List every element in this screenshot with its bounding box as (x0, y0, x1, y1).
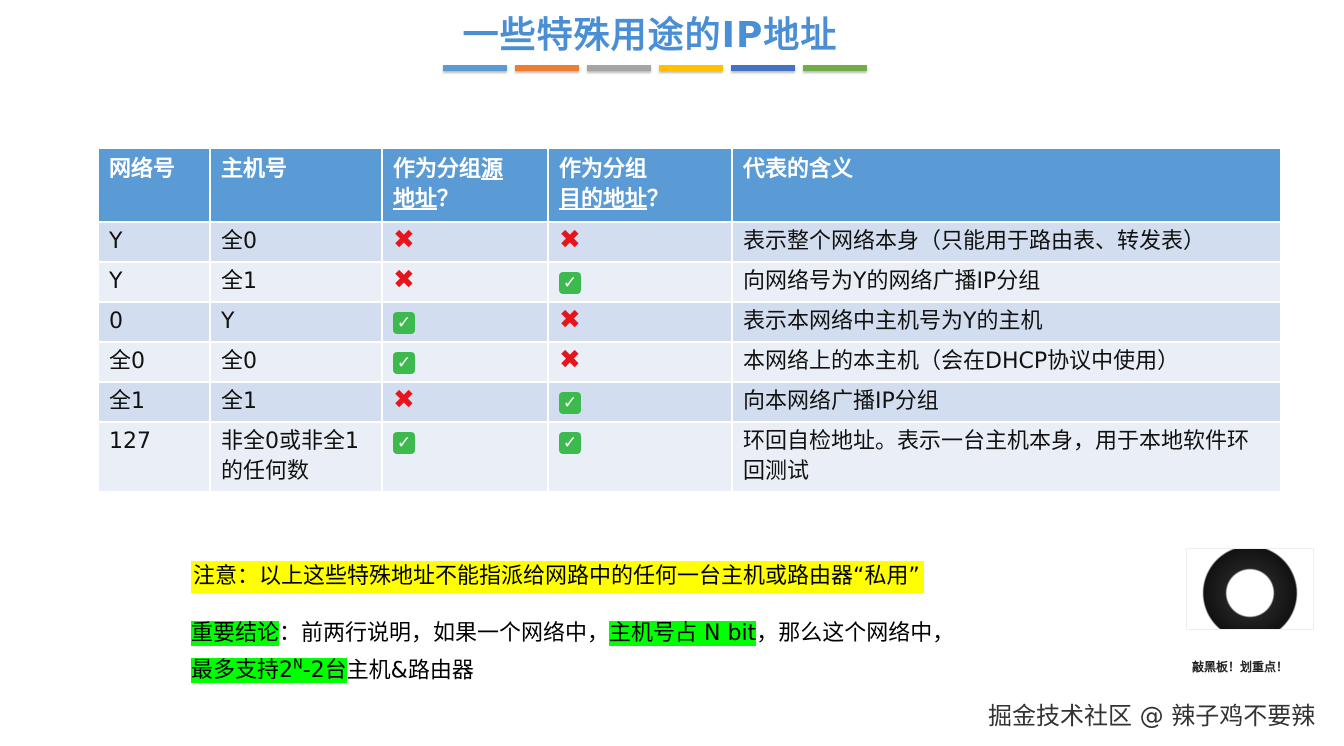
cell-host: 全1 (209, 261, 383, 303)
cell-host: 全0 (209, 341, 383, 383)
watermark: 掘金技术社区 @ 辣子鸡不要辣 (988, 702, 1316, 730)
cross-icon: ✖ (559, 225, 581, 255)
cross-icon: ✖ (393, 385, 415, 415)
accent-bar (515, 65, 579, 71)
header-src: 作为分组源 地址？ (381, 147, 549, 223)
cell-src: ✖ (381, 381, 549, 423)
table-row: Y 全0 ✖ ✖ 表示整个网络本身（只能用于路由表、转发表） (97, 221, 1282, 263)
cell-meaning: 向本网络广播IP分组 (731, 381, 1282, 423)
cell-meaning: 环回自检地址。表示一台主机本身，用于本地软件环回测试 (731, 421, 1282, 493)
accent-bar (659, 65, 723, 71)
cell-src: ✖ (381, 261, 549, 303)
cross-icon: ✖ (559, 305, 581, 335)
check-icon: ✓ (559, 272, 581, 294)
cell-dst: ✓ (547, 261, 733, 303)
table-row: 全1 全1 ✖ ✓ 向本网络广播IP分组 (97, 381, 1282, 423)
cell-meaning: 表示整个网络本身（只能用于路由表、转发表） (731, 221, 1282, 263)
meme-caption: 敲黑板！划重点！ (1192, 660, 1289, 674)
check-icon: ✓ (559, 392, 581, 414)
accent-bar (443, 65, 507, 71)
cell-net: Y (97, 221, 211, 263)
accent-bars (443, 65, 867, 71)
conclusion-text: 重要结论：前两行说明，如果一个网络中，主机号占 N bit，那么这个网络中， 最… (191, 621, 955, 684)
note-text: 注意：以上这些特殊地址不能指派给网路中的任何一台主机或路由器“私用” (191, 561, 924, 593)
special-ip-table: 网络号 主机号 作为分组源 地址？ 作为分组 目的地址？ 代表的含义 Y 全0 ✖ … (97, 147, 1282, 493)
table-row: Y 全1 ✖ ✓ 向网络号为Y的网络广播IP分组 (97, 261, 1282, 303)
cell-net: 0 (97, 301, 211, 343)
cell-host: Y (209, 301, 383, 343)
cell-net: 全1 (97, 381, 211, 423)
panda-meme-image (1186, 548, 1314, 630)
cell-net: 全0 (97, 341, 211, 383)
cross-icon: ✖ (393, 225, 415, 255)
check-icon: ✓ (393, 352, 415, 374)
check-icon: ✓ (393, 432, 415, 454)
check-icon: ✓ (559, 432, 581, 454)
cell-meaning: 本网络上的本主机（会在DHCP协议中使用） (731, 341, 1282, 383)
cell-src: ✖ (381, 221, 549, 263)
accent-bar (803, 65, 867, 71)
slide-title: 一些特殊用途的IP地址 (462, 15, 838, 56)
table-row: 全0 全0 ✓ ✖ 本网络上的本主机（会在DHCP协议中使用） (97, 341, 1282, 383)
header-host: 主机号 (209, 147, 383, 223)
table-row: 0 Y ✓ ✖ 表示本网络中主机号为Y的主机 (97, 301, 1282, 343)
cell-net: 127 (97, 421, 211, 493)
cell-host: 全0 (209, 221, 383, 263)
cell-dst: ✓ (547, 381, 733, 423)
cell-dst: ✖ (547, 221, 733, 263)
cell-meaning: 向网络号为Y的网络广播IP分组 (731, 261, 1282, 303)
cell-src: ✓ (381, 341, 549, 383)
check-icon: ✓ (393, 312, 415, 334)
accent-bar (587, 65, 651, 71)
cell-dst: ✖ (547, 341, 733, 383)
table-row: 127 非全0或非全1的任何数 ✓ ✓ 环回自检地址。表示一台主机本身，用于本地… (97, 421, 1282, 493)
header-meaning: 代表的含义 (731, 147, 1282, 223)
accent-bar (731, 65, 795, 71)
cell-host: 全1 (209, 381, 383, 423)
cell-dst: ✖ (547, 301, 733, 343)
cell-src: ✓ (381, 421, 549, 493)
cell-meaning: 表示本网络中主机号为Y的主机 (731, 301, 1282, 343)
header-net: 网络号 (97, 147, 211, 223)
cell-net: Y (97, 261, 211, 303)
cell-dst: ✓ (547, 421, 733, 493)
cell-src: ✓ (381, 301, 549, 343)
cell-host: 非全0或非全1的任何数 (209, 421, 383, 493)
cross-icon: ✖ (559, 345, 581, 375)
cross-icon: ✖ (393, 265, 415, 295)
header-dst: 作为分组 目的地址？ (547, 147, 733, 223)
